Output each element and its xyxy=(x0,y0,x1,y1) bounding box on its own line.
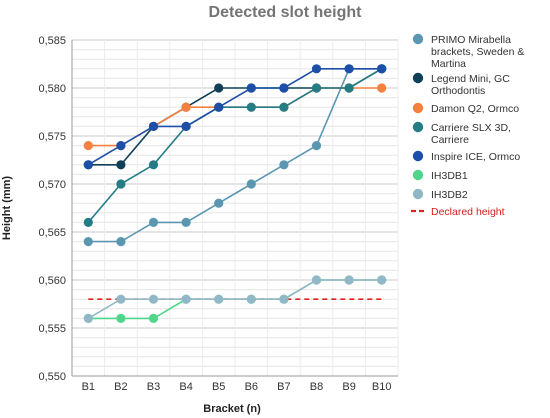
data-point xyxy=(246,102,256,112)
y-tick-label: 0,570 xyxy=(38,179,66,191)
x-tick-label: B5 xyxy=(212,381,225,393)
x-tick-label: B9 xyxy=(342,381,355,393)
legend-item: Legend Mini, GC Orthodontis xyxy=(412,72,510,97)
x-tick-label: B4 xyxy=(179,381,192,393)
y-axis-label: Height (mm) xyxy=(1,176,13,241)
data-point xyxy=(214,83,224,93)
legend-label: IH3DB2 xyxy=(431,189,468,201)
legend-item-declared: Declared height xyxy=(411,206,505,218)
data-point xyxy=(83,217,93,227)
data-point xyxy=(148,294,159,304)
data-point xyxy=(83,237,93,247)
y-axis-ticks: 0,550 0,555 0,560 0,565 0,570 0,575 0,580 0,585 xyxy=(38,35,66,383)
data-point xyxy=(116,141,126,151)
data-point xyxy=(181,102,191,112)
data-point xyxy=(344,275,354,285)
legend-marker xyxy=(412,169,424,181)
legend-marker xyxy=(412,72,424,84)
data-point xyxy=(148,217,159,227)
legend-label: PRIMO Mirabella brackets, Sweden & Martina xyxy=(431,34,524,70)
series-7 xyxy=(83,275,387,323)
data-point xyxy=(279,102,289,112)
legend-item: Inspire ICE, Ormco xyxy=(412,150,520,163)
x-axis-label: Bracket (n) xyxy=(203,403,261,415)
data-point xyxy=(116,313,126,323)
data-point xyxy=(214,198,224,208)
data-point xyxy=(311,64,322,74)
data-point xyxy=(181,121,191,131)
chart-title: Detected slot height xyxy=(209,4,363,21)
data-point xyxy=(246,179,256,189)
legend-marker xyxy=(412,33,424,45)
series-group xyxy=(83,64,387,323)
data-point xyxy=(83,160,93,170)
data-point xyxy=(246,294,256,304)
legend-item: PRIMO Mirabella brackets, Sweden & Martina xyxy=(412,33,524,70)
data-point xyxy=(214,294,224,304)
data-point xyxy=(377,83,387,93)
data-point xyxy=(344,64,354,74)
series-line xyxy=(87,279,382,320)
series-line xyxy=(87,68,383,223)
legend-label: Declared height xyxy=(431,206,505,218)
x-tick-label: B1 xyxy=(82,381,95,393)
y-tick-label: 0,585 xyxy=(38,35,66,47)
data-point xyxy=(246,83,256,93)
data-point xyxy=(344,83,354,93)
data-point xyxy=(116,160,126,170)
legend-item: Carriere SLX 3D, Carriere xyxy=(412,121,511,146)
data-point xyxy=(311,141,322,151)
legend-label: Legend Mini, GC Orthodontis xyxy=(431,73,510,97)
legend-label: IH3DB1 xyxy=(431,170,468,182)
legend-marker xyxy=(412,150,424,162)
data-point xyxy=(279,83,289,93)
x-tick-label: B2 xyxy=(114,381,127,393)
legend-marker xyxy=(412,102,424,114)
data-point xyxy=(83,313,93,323)
data-point xyxy=(116,179,126,189)
data-point xyxy=(279,160,289,170)
data-point xyxy=(116,294,126,304)
data-point xyxy=(83,141,93,151)
data-point xyxy=(377,275,387,285)
legend: PRIMO Mirabella brackets, Sweden & Martina… xyxy=(411,33,524,218)
y-tick-label: 0,565 xyxy=(38,227,66,239)
legend-item: Damon Q2, Ormco xyxy=(412,102,519,115)
legend-marker xyxy=(412,121,424,133)
legend-label: Carriere SLX 3D, Carriere xyxy=(431,122,511,146)
legend-label: Inspire ICE, Ormco xyxy=(431,151,520,163)
series-line xyxy=(88,68,382,243)
data-point xyxy=(311,275,322,285)
x-tick-label: B6 xyxy=(245,381,258,393)
y-tick-label: 0,555 xyxy=(38,323,66,335)
data-point xyxy=(148,160,159,170)
x-tick-label: B10 xyxy=(372,381,392,393)
y-tick-label: 0,580 xyxy=(38,83,66,95)
data-point xyxy=(377,64,387,74)
x-tick-label: B7 xyxy=(277,381,290,393)
legend-label: Damon Q2, Ormco xyxy=(431,103,519,115)
y-tick-label: 0,550 xyxy=(38,371,66,383)
data-point xyxy=(148,121,159,131)
y-tick-label: 0,560 xyxy=(38,275,66,287)
x-tick-label: B8 xyxy=(310,381,323,393)
data-point xyxy=(311,83,322,93)
data-point xyxy=(181,217,191,227)
legend-item: IH3DB1 xyxy=(412,169,468,182)
x-tick-label: B3 xyxy=(147,381,160,393)
series-5 xyxy=(83,64,387,170)
data-point xyxy=(181,294,191,304)
data-point xyxy=(214,102,224,112)
x-axis-ticks: B1 B2 B3 B4 B5 B6 B7 B8 B9 B10 xyxy=(82,381,392,393)
legend-item: IH3DB2 xyxy=(412,188,468,201)
data-point xyxy=(148,313,159,323)
data-point xyxy=(116,237,126,247)
y-tick-label: 0,575 xyxy=(38,131,66,143)
legend-marker xyxy=(412,188,424,200)
data-point xyxy=(279,294,289,304)
series-line xyxy=(87,68,382,166)
